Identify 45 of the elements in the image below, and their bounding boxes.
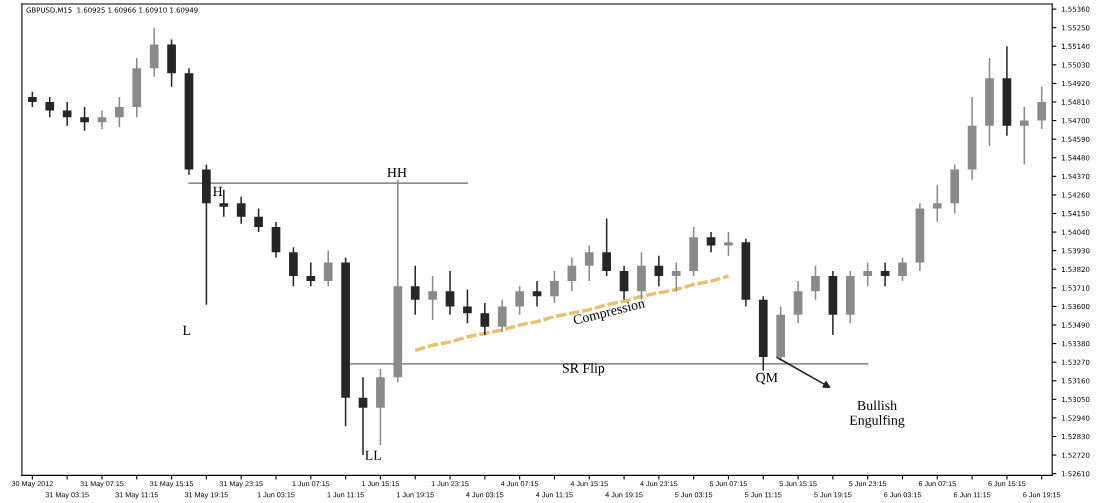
candlestick [45, 96, 55, 118]
annotation: SR Flip [562, 362, 605, 376]
candlestick [115, 96, 124, 129]
line-series [413, 274, 731, 353]
candlestick [863, 261, 873, 287]
candlestick [550, 270, 559, 304]
annotation: LL [365, 450, 381, 460]
candlestick [1019, 106, 1029, 166]
candlestick [306, 261, 316, 287]
candlestick [532, 280, 542, 308]
candlestick [567, 256, 577, 292]
annotation: H [213, 186, 223, 196]
candlestick [497, 298, 507, 333]
candlestick [898, 256, 907, 282]
candlestick [97, 109, 107, 130]
candlestick [724, 231, 733, 257]
candlestick [584, 244, 594, 282]
candlestick [428, 275, 437, 321]
candlestick [80, 106, 89, 132]
candlestick [932, 184, 942, 223]
candlestick [62, 101, 72, 127]
candlestick [236, 195, 246, 225]
candlestick [289, 246, 298, 287]
candlestick [793, 280, 803, 325]
candlestick [254, 207, 263, 233]
candlestick [515, 285, 524, 316]
candlestick [1037, 86, 1047, 130]
candlestick [410, 265, 420, 316]
candlestick [602, 217, 611, 277]
candlestick [654, 254, 664, 287]
candlestick [619, 265, 629, 301]
candlestick [323, 249, 333, 287]
candlestick [671, 261, 681, 292]
annotation: QM [756, 372, 778, 385]
candlestick [149, 26, 159, 78]
candlestick [463, 288, 472, 325]
annotation: Compression [572, 298, 647, 328]
candlestick [811, 265, 820, 301]
candlestick [706, 231, 716, 254]
annotation: L [182, 325, 191, 335]
annotation: Bullish Engulfing [849, 400, 905, 428]
candlestick [480, 302, 490, 336]
candlestick [445, 270, 455, 316]
annotation: HH [387, 167, 407, 178]
candlestick [880, 261, 890, 287]
